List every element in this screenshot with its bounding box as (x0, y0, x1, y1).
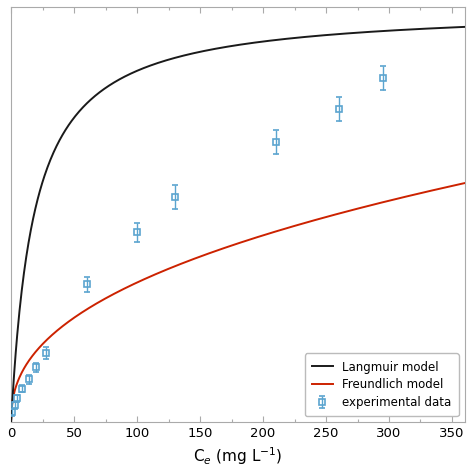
Freundlich model (213, 248, 219, 254)
Langmuir model (9, 419, 14, 425)
Langmuir model (350, 30, 356, 36)
Legend: Langmuir model, Freundlich model, experimental data: Langmuir model, Freundlich model, experi… (305, 354, 459, 416)
Line: Freundlich model: Freundlich model (11, 183, 465, 419)
Langmuir model (89, 96, 94, 102)
Freundlich model (311, 218, 317, 223)
Freundlich model (125, 284, 130, 290)
Langmuir model (213, 46, 219, 52)
Freundlich model (9, 416, 14, 422)
Langmuir model (311, 33, 317, 39)
Langmuir model (125, 72, 130, 78)
X-axis label: C$_{e}$ (mg L$^{-1}$): C$_{e}$ (mg L$^{-1}$) (193, 446, 283, 467)
Freundlich model (275, 228, 281, 234)
Freundlich model (350, 207, 356, 213)
Langmuir model (275, 37, 281, 43)
Line: Langmuir model: Langmuir model (11, 27, 465, 422)
Langmuir model (462, 24, 467, 30)
Freundlich model (462, 180, 467, 186)
Freundlich model (89, 304, 94, 310)
